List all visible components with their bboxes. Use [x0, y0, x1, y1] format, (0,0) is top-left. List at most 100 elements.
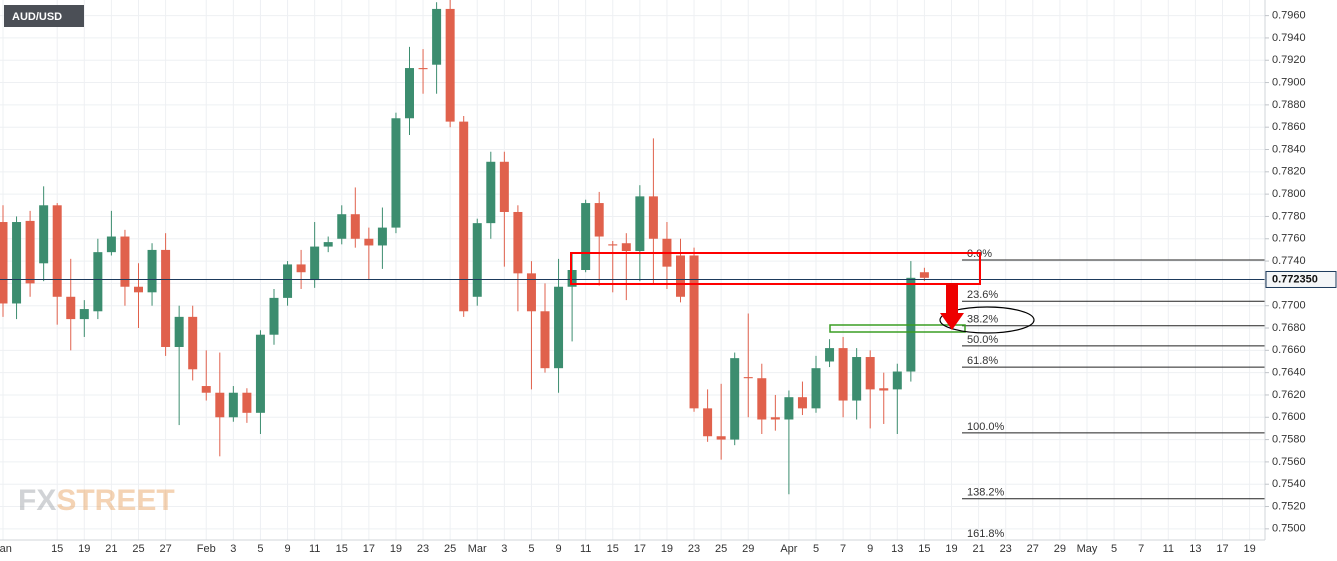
x-tick-label: 15	[336, 543, 348, 555]
watermark-left: FX	[18, 484, 56, 517]
candle-body	[770, 417, 780, 420]
x-tick-label: 5	[528, 543, 534, 555]
x-tick-label: 5	[813, 543, 819, 555]
candle-body	[296, 264, 306, 273]
x-tick-label: 19	[1243, 543, 1255, 555]
x-tick-label: 7	[1138, 543, 1144, 555]
candle-body	[581, 203, 591, 270]
candle-body	[377, 227, 387, 246]
y-tick-label: 0.7860	[1272, 121, 1306, 133]
candle-body	[391, 118, 401, 228]
axes: 0.7500 0.7520 0.7540 0.7560 0.7580 0.7600 0.76…	[0, 10, 1337, 555]
candle-body	[0, 222, 8, 304]
y-tick-label: 0.7560	[1272, 456, 1306, 468]
y-tick-label: 0.7680	[1272, 322, 1306, 334]
x-tick-label: 15	[607, 543, 619, 555]
x-tick-label: 27	[159, 543, 171, 555]
y-tick-label: 0.7640	[1272, 367, 1306, 379]
candles	[0, 0, 1265, 495]
title-box	[4, 5, 84, 27]
x-tick-label: Feb	[197, 543, 216, 555]
candle-body	[676, 255, 685, 297]
y-tick-label: 0.7880	[1272, 99, 1306, 111]
y-tick-label: 0.7800	[1272, 188, 1306, 200]
fib-label: 161.8%	[967, 528, 1005, 540]
candle-body	[310, 246, 320, 281]
candle-body	[797, 397, 807, 409]
resistance-box	[570, 252, 981, 285]
y-tick-label: 0.7500	[1272, 523, 1306, 535]
x-tick-label: 11	[1163, 543, 1174, 555]
x-tick-label: 9	[555, 543, 561, 555]
x-tick-label: 11	[309, 543, 320, 555]
candle-body	[350, 214, 360, 239]
x-tick-label: 13	[891, 543, 903, 555]
x-tick-label: 25	[132, 543, 144, 555]
x-tick-label: 19	[661, 543, 673, 555]
y-tick-label: 0.7760	[1272, 233, 1306, 245]
candle-body	[757, 378, 767, 420]
last-price-label: 0.772350	[1272, 273, 1318, 285]
x-tick-label: 3	[230, 543, 236, 555]
x-tick-label: 3	[501, 543, 507, 555]
candle-body	[486, 161, 496, 224]
y-tick-label: 0.7540	[1272, 478, 1306, 490]
candle-body	[689, 255, 699, 409]
candle-body	[635, 196, 645, 252]
x-tick-label: 9	[284, 543, 290, 555]
last-price-box	[1265, 270, 1337, 288]
candle-body	[283, 264, 293, 298]
y-tick-label: 0.7820	[1272, 166, 1306, 178]
candle-body	[608, 244, 618, 246]
x-tick-label: 29	[742, 543, 754, 555]
x-tick-label: 13	[1189, 543, 1201, 555]
x-tick-label: 17	[363, 543, 375, 555]
x-tick-label: 29	[1054, 543, 1066, 555]
x-tick-label: 23	[1000, 543, 1012, 555]
candle-body	[39, 205, 49, 264]
y-tick-label: 0.7700	[1272, 300, 1306, 312]
plot-area	[0, 0, 1265, 540]
x-tick-label: Jan	[0, 543, 12, 555]
candle-body	[852, 357, 862, 401]
y-tick-label: 0.7940	[1272, 32, 1306, 44]
candle-body	[66, 296, 76, 320]
chart-title: AUD/USD	[12, 11, 62, 23]
candle-body	[25, 220, 35, 284]
x-tick-label: 21	[105, 543, 117, 555]
candle-body	[134, 286, 143, 293]
fib-label: 50.0%	[967, 334, 998, 346]
candle-body	[188, 316, 198, 370]
candle-body	[567, 270, 577, 287]
watermark: FXSTREET	[18, 484, 175, 517]
y-tick-label: 0.7580	[1272, 433, 1306, 445]
candle-body	[513, 211, 523, 274]
y-tick-label: 0.7520	[1272, 500, 1306, 512]
x-tick-label: 19	[945, 543, 957, 555]
candle-body	[147, 249, 157, 293]
candle-body	[703, 408, 713, 437]
x-tick-label: 19	[78, 543, 90, 555]
x-tick-label: 19	[390, 543, 402, 555]
candle-body	[621, 243, 631, 252]
candle-body	[228, 392, 238, 418]
candle-body	[52, 205, 62, 297]
y-tick-label: 0.7660	[1272, 344, 1306, 356]
y-tick-label: 0.7780	[1272, 210, 1306, 222]
candle-body	[106, 236, 116, 253]
candle-body	[499, 161, 509, 212]
x-tick-label: 15	[918, 543, 930, 555]
x-tick-label: May	[1077, 543, 1098, 555]
candle-body	[364, 238, 374, 246]
y-tick-label: 0.7740	[1272, 255, 1306, 267]
x-tick-label: 5	[1111, 543, 1117, 555]
candle-body	[120, 236, 130, 287]
x-tick-label: 21	[972, 543, 984, 555]
candle-body	[540, 311, 550, 369]
candle-body	[526, 273, 536, 312]
candle-body	[161, 249, 171, 347]
y-tick-label: 0.7960	[1272, 10, 1306, 22]
watermark-right: STREET	[56, 484, 174, 517]
fib-label: 23.6%	[967, 289, 998, 301]
